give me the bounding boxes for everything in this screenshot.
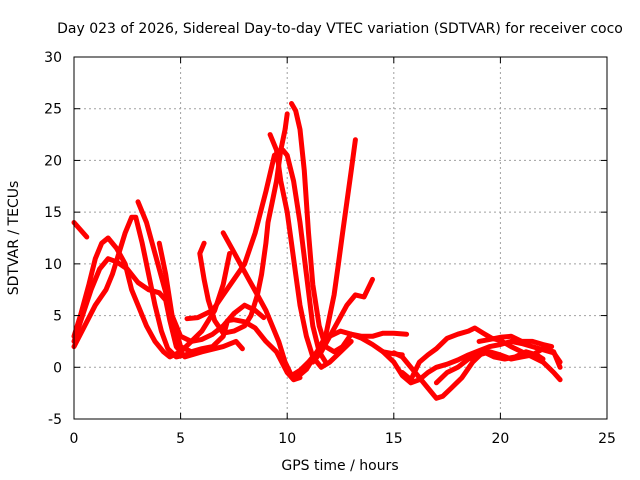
y-tick-label: 5 xyxy=(53,309,62,325)
x-tick-label: 5 xyxy=(176,431,185,447)
y-tick-label: 10 xyxy=(44,257,62,273)
x-tick-label: 10 xyxy=(278,431,296,447)
series-line-sat-g xyxy=(184,147,329,365)
series-line-sat-c xyxy=(71,235,233,360)
series-line-sat-a xyxy=(71,220,90,240)
axis-ticks: 0 5 10 15 20 25 -5 0 5 10 15 20 25 30 xyxy=(44,50,616,447)
series-line-sat-d xyxy=(71,214,196,360)
x-tick-label: 0 xyxy=(70,431,79,447)
series-line-sat-q xyxy=(433,346,563,386)
y-axis-label: SDTVAR / TECUs xyxy=(6,181,22,296)
y-tick-label: 15 xyxy=(44,205,62,221)
series-line-sat-n xyxy=(380,338,563,386)
series-line-sat-r xyxy=(476,333,555,350)
series-line-sat-j xyxy=(197,111,290,336)
y-tick-label: 0 xyxy=(53,360,62,376)
y-tick-label: 30 xyxy=(44,50,62,66)
y-tick-label: -5 xyxy=(48,412,62,428)
x-tick-label: 15 xyxy=(385,431,403,447)
series-line-sat-i xyxy=(267,132,354,370)
chart-title: Day 023 of 2026, Sidereal Day-to-day VTE… xyxy=(57,21,623,37)
data-series xyxy=(71,101,563,401)
series-line-sat-l xyxy=(310,276,375,365)
x-tick-label: 25 xyxy=(598,431,616,447)
y-tick-label: 20 xyxy=(44,153,62,169)
series-line-sat-m xyxy=(284,137,358,379)
x-tick-label: 20 xyxy=(491,431,509,447)
series-line-sat-p xyxy=(399,325,563,383)
y-tick-label: 25 xyxy=(44,102,62,118)
series-line-sat-k xyxy=(289,101,410,355)
x-axis-label: GPS time / hours xyxy=(281,458,398,474)
series-line-sat-h xyxy=(220,230,405,380)
plot-frame xyxy=(73,56,608,420)
series-line-sat-e xyxy=(135,199,267,344)
series-line-sat-f xyxy=(156,240,303,383)
